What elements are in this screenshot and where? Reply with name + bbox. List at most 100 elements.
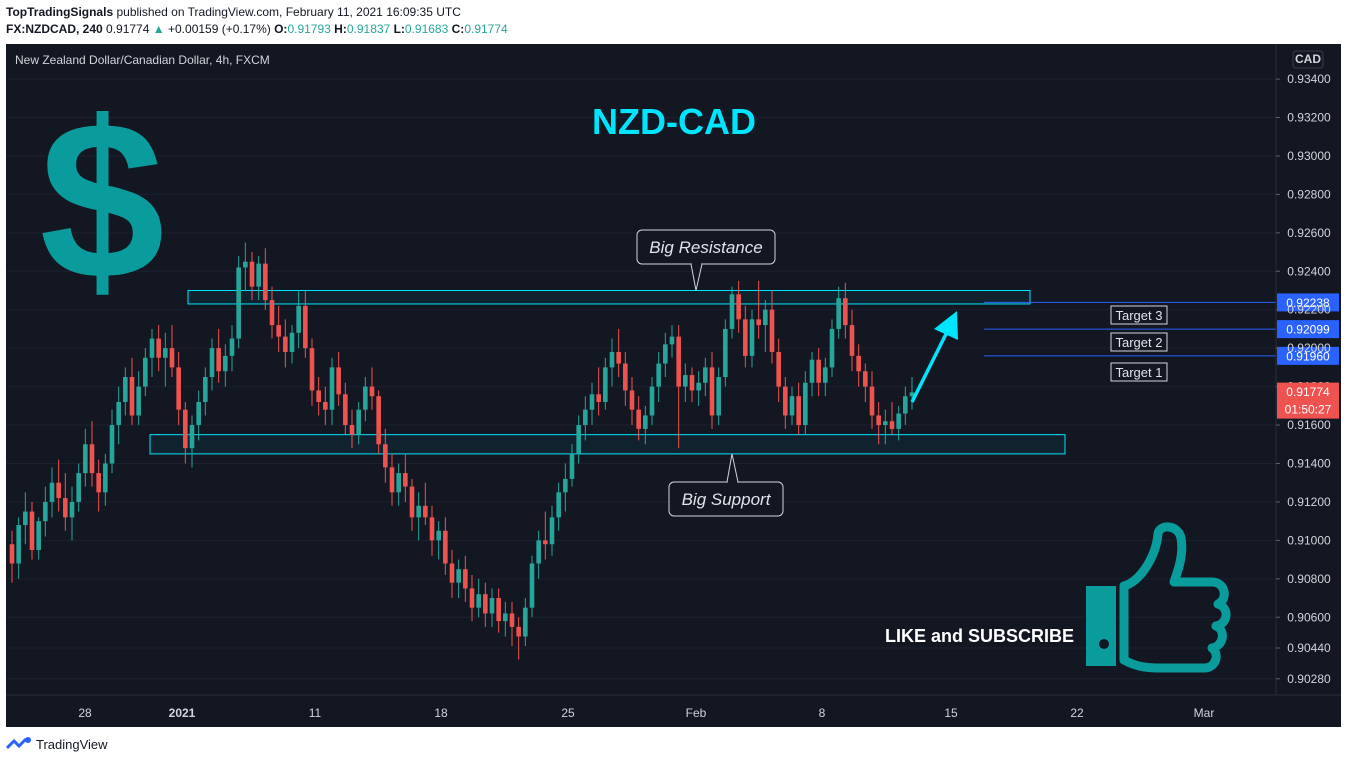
candle-body: [63, 498, 68, 518]
high-label: H:: [334, 22, 347, 36]
candle-body: [469, 588, 475, 608]
candle-body: [796, 396, 801, 426]
target-text: Target 3: [1116, 308, 1163, 323]
candle-body: [756, 319, 761, 326]
footer-brand[interactable]: TradingView: [36, 736, 108, 752]
candle-body: [769, 309, 775, 353]
candle-body: [696, 382, 701, 391]
candle-body: [676, 336, 681, 387]
candle-body: [636, 409, 641, 429]
price-tick-label: 0.92400: [1287, 264, 1331, 278]
candle-body: [56, 482, 61, 499]
candle-body: [269, 300, 275, 326]
candle-body: [589, 394, 595, 410]
footer: TradingView: [6, 736, 108, 752]
publisher-name[interactable]: TopTradingSignals: [6, 5, 114, 19]
target-text: Target 2: [1116, 335, 1163, 350]
candle-body: [329, 367, 335, 410]
candle-body: [396, 473, 401, 493]
price-tick-label: 0.92200: [1287, 303, 1331, 317]
candle-body: [309, 348, 315, 391]
target-price-tag: [1277, 293, 1339, 312]
candle-body: [629, 390, 635, 410]
open-value: 0.91793: [287, 22, 331, 36]
time-tick-label: 15: [944, 706, 958, 720]
candle-body: [749, 319, 755, 356]
candle-body: [563, 478, 568, 493]
target-price-text: 0.92099: [1286, 323, 1330, 337]
up-arrow-icon: ▲: [152, 22, 165, 36]
price-tick-label: 0.93400: [1287, 72, 1331, 86]
price-tick-label: 0.92600: [1287, 226, 1331, 240]
candle-body: [103, 463, 108, 493]
candle-body: [583, 409, 588, 426]
candle-body: [623, 363, 628, 391]
last-price: 0.91774: [106, 22, 150, 36]
big-resistance-callout-label: Big Resistance: [649, 238, 762, 257]
price-change: +0.00159 (+0.17%): [168, 22, 271, 36]
time-tick-label: Feb: [686, 706, 707, 720]
thumb-cuff-dot: [1099, 639, 1109, 649]
candle-body: [189, 425, 195, 449]
price-tick-label: 0.90600: [1287, 610, 1331, 624]
candle-body: [16, 525, 21, 564]
price-chart[interactable]: Big Resistance Big Support Target 3 Target …: [6, 44, 1341, 727]
candle-body: [503, 613, 508, 622]
candle-body: [436, 530, 441, 541]
candle-body: [776, 352, 781, 387]
resistance-zone[interactable]: [187, 290, 1031, 305]
candle-body: [169, 348, 175, 368]
target-price-tag: [1277, 320, 1339, 339]
big-support-callout-label: Big Support: [682, 490, 772, 509]
candle-body: [216, 348, 221, 372]
candle-body: [876, 415, 881, 426]
candle-body: [49, 482, 55, 502]
candle-body: [483, 594, 488, 614]
price-tick-label: 0.90800: [1287, 572, 1331, 586]
target-label: Target 3: [1110, 305, 1168, 325]
candle-body: [116, 401, 121, 426]
candle-body: [183, 409, 188, 449]
price-tick-label: 0.92800: [1287, 187, 1331, 201]
candle-body: [283, 336, 288, 353]
candle-body: [463, 569, 468, 589]
big-resistance-callout-pointer-mask: [692, 262, 701, 265]
candle-body: [176, 367, 181, 410]
symbol-info: FX:NZDCAD, 240 0.91774 ▲ +0.00159 (+0.17…: [6, 22, 508, 36]
target-box: [1110, 332, 1168, 352]
candle-body: [263, 263, 268, 301]
support-zone[interactable]: [149, 434, 1066, 455]
candle-body: [203, 377, 208, 402]
price-tick-label: 0.92000: [1287, 341, 1331, 355]
open-label: O:: [274, 22, 288, 36]
price-tick-label: 0.91400: [1287, 456, 1331, 470]
candle-body: [276, 325, 281, 337]
target-price-tag: [1277, 346, 1339, 365]
tradingview-logo-icon[interactable]: [6, 736, 32, 752]
time-tick-label: 8: [819, 706, 826, 720]
candle-body: [649, 386, 655, 416]
last-price-text: 0.91774: [1286, 385, 1330, 399]
candle-body: [323, 401, 328, 410]
target-arrow-shaft: [910, 329, 950, 403]
candle-body: [743, 319, 748, 356]
candle-body: [96, 473, 101, 493]
currency-box[interactable]: [1292, 50, 1324, 69]
candle-body: [223, 355, 228, 372]
target-price-text: 0.91960: [1286, 349, 1330, 363]
candle-body: [883, 421, 888, 426]
candle-body: [896, 413, 901, 429]
target-box: [1110, 305, 1168, 325]
candle-body: [356, 409, 361, 435]
chart-panel[interactable]: Big Resistance Big Support Target 3 Target …: [6, 44, 1341, 727]
close-value: 0.91774: [464, 22, 508, 36]
candle-body: [43, 501, 48, 522]
candle-body: [843, 298, 848, 326]
candle-body: [863, 371, 868, 387]
candle-body: [389, 467, 395, 493]
time-tick-label: Mar: [1194, 706, 1215, 720]
candle-body: [489, 598, 495, 614]
target-price-text: 0.92238: [1286, 296, 1330, 310]
candle-body: [543, 540, 548, 545]
candle-body: [596, 394, 601, 402]
